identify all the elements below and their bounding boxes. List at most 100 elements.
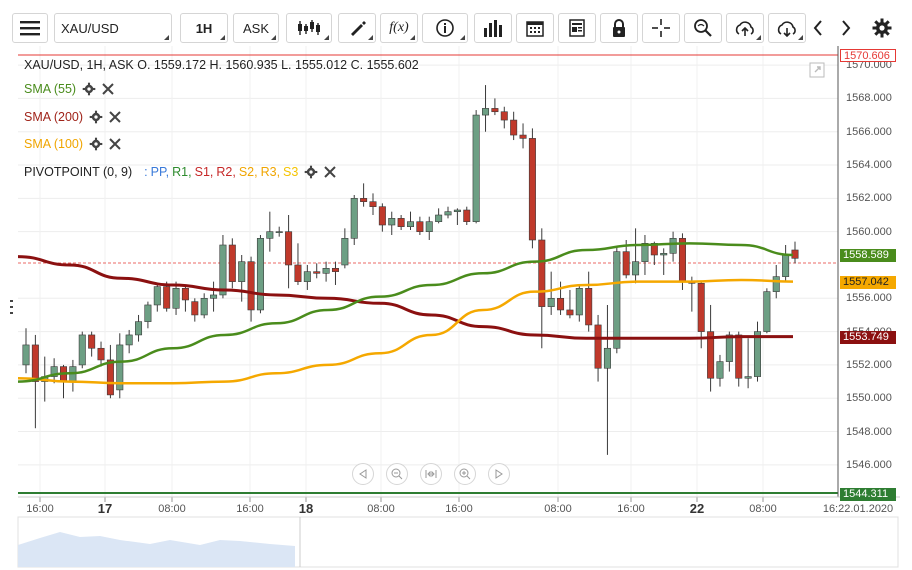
x-tick-label: 18 (298, 501, 314, 516)
scroll-left-button[interactable] (808, 13, 828, 43)
sma100-price-tag: 1557.042 (840, 276, 896, 289)
settings-button[interactable] (870, 13, 894, 43)
candle-body (238, 261, 246, 282)
close-icon[interactable] (102, 83, 114, 95)
function-button[interactable]: f(x) (380, 13, 418, 43)
close-icon[interactable] (109, 111, 121, 123)
indicators-button[interactable] (474, 13, 512, 43)
candle-body (425, 221, 433, 232)
symbol-select[interactable]: XAU/USD (54, 13, 172, 43)
scroll-right-button[interactable] (836, 13, 856, 43)
ohlc-legend: XAU/USD, 1H, ASK O. 1559.172 H. 1560.935… (24, 58, 419, 72)
reset-icon (425, 470, 437, 478)
zoom-out-button[interactable] (386, 463, 408, 485)
candle-body (135, 321, 143, 336)
pivot-item-s3: S3 (283, 165, 299, 179)
triangle-left-icon (359, 469, 367, 479)
close-icon[interactable] (109, 138, 121, 150)
y-tick-label: 1548.000 (846, 425, 892, 438)
candle-body (491, 108, 499, 113)
pan-left-button[interactable] (352, 463, 374, 485)
y-tick-label: 1562.000 (846, 192, 892, 205)
close-icon[interactable] (324, 166, 337, 178)
gear-icon[interactable] (82, 82, 96, 96)
y-tick-label: 1570.000 (846, 59, 892, 72)
y-tick-label: 1560.000 (846, 225, 892, 238)
info-button[interactable] (422, 13, 468, 43)
candle-body (613, 251, 621, 349)
news-button[interactable] (558, 13, 596, 43)
candle-body (266, 231, 274, 239)
resize-handle[interactable] (10, 300, 13, 314)
gear-icon[interactable] (89, 137, 103, 151)
download-icon (777, 21, 796, 37)
pivot-item-r3: R3, (260, 165, 281, 179)
candle-body (144, 304, 152, 322)
x-tick-label: 08:00 (158, 503, 186, 515)
pivot-item-r1: R1, (172, 165, 192, 179)
menu-icon (20, 21, 40, 36)
sma200-line (17, 255, 793, 340)
upload-button[interactable] (726, 13, 764, 43)
candle-body (313, 271, 321, 274)
lock-icon (613, 19, 625, 37)
candle-body (397, 218, 405, 227)
candle-body (603, 347, 611, 369)
candle-body (210, 294, 218, 299)
y-tick-label: 1552.000 (846, 358, 892, 371)
candle-body (22, 344, 30, 366)
zoom-button[interactable] (684, 13, 722, 43)
candle-body (31, 344, 39, 382)
function-icon: f(x) (389, 20, 409, 35)
candle-body (78, 334, 86, 366)
candle-body (416, 221, 424, 232)
zoom-in-button[interactable] (454, 463, 476, 485)
candle-body (228, 244, 236, 282)
sma55-price-tag: 1558.589 (840, 249, 896, 262)
menu-button[interactable] (12, 13, 48, 43)
price-type-select[interactable]: ASK (233, 13, 279, 43)
timeframe-select[interactable]: 1H (180, 13, 228, 43)
candle-body (697, 283, 705, 332)
candle-body (472, 114, 480, 222)
calendar-button[interactable] (516, 13, 554, 43)
candle-body (406, 221, 414, 227)
sma55-label: SMA (55) (24, 82, 77, 96)
top-price-tag: 1570.606 (840, 49, 896, 62)
x-tick-label: 16:00 (26, 503, 54, 515)
download-button[interactable] (768, 13, 806, 43)
bottom-price-tag: 1544.311 (840, 488, 896, 501)
draw-button[interactable] (338, 13, 376, 43)
expand-icon (809, 62, 825, 78)
candle-body (500, 111, 508, 121)
chart-type-button[interactable] (286, 13, 332, 43)
candle-body (547, 297, 555, 307)
pan-right-button[interactable] (488, 463, 510, 485)
gear-icon[interactable] (89, 110, 103, 124)
candle-body (753, 331, 761, 377)
candle-body (435, 214, 443, 222)
expand-button[interactable] (808, 61, 826, 82)
gear-icon (872, 18, 892, 38)
crosshair-button[interactable] (642, 13, 680, 43)
candle-body (360, 198, 368, 202)
candle-body (322, 268, 330, 274)
candle-body (763, 291, 771, 332)
sma100-legend: SMA (100) (24, 137, 121, 151)
zoom-out-icon (391, 468, 403, 480)
x-tick-label: 08:00 (544, 503, 572, 515)
candle-body (294, 264, 302, 282)
sma100-label: SMA (100) (24, 137, 84, 151)
gear-icon[interactable] (304, 165, 318, 179)
pivot-legend: PIVOTPOINT (0, 9) : PP, R1, S1, R2, S2, R3, S3 (24, 165, 337, 179)
reset-zoom-button[interactable] (420, 463, 442, 485)
candle-body (303, 271, 311, 282)
candle-body (782, 254, 790, 277)
y-tick-label: 1564.000 (846, 159, 892, 172)
zoom-in-icon (459, 468, 471, 480)
x-tick-label: 16:00 (236, 503, 264, 515)
lock-button[interactable] (600, 13, 638, 43)
candle-body (378, 206, 386, 226)
info-icon (436, 19, 454, 37)
